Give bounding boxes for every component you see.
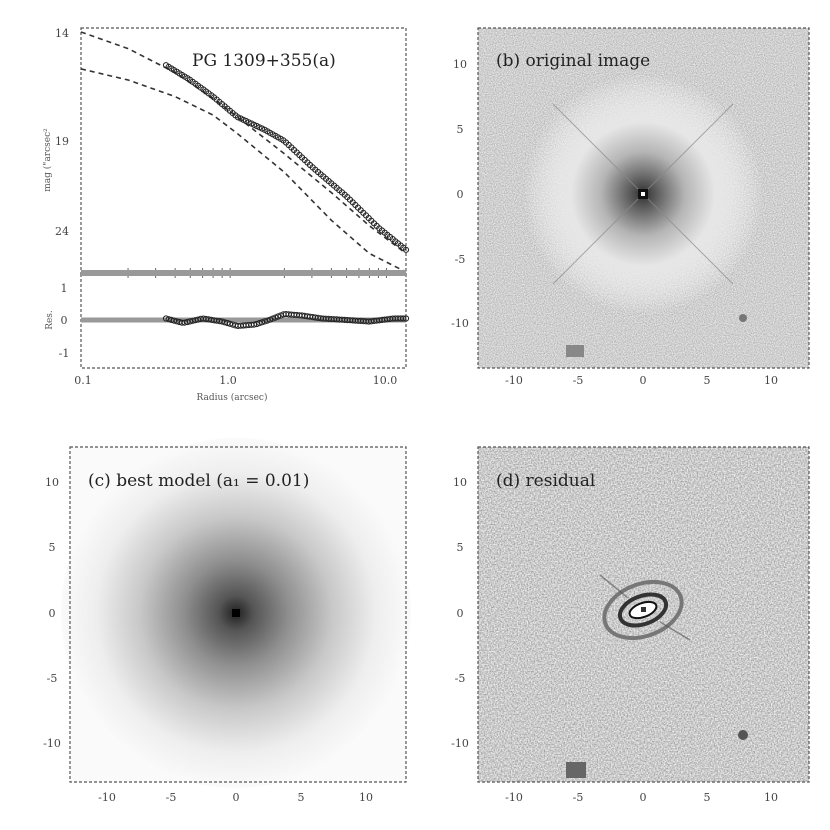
svg-text:-10: -10	[43, 737, 61, 750]
residual-data-point	[261, 318, 268, 325]
residual-ring-outer	[602, 579, 684, 641]
residual-data-point	[162, 315, 170, 322]
svg-text:10: 10	[359, 791, 373, 804]
panel-c-y-ticks: 10 5 0 -5 -10	[43, 476, 61, 750]
svg-text:10: 10	[453, 58, 467, 71]
svg-text:-10: -10	[505, 374, 523, 387]
model-component-line	[80, 31, 407, 255]
model-nucleus	[232, 609, 240, 617]
artifact	[566, 345, 584, 357]
panel-b-title: (b) original image	[496, 51, 650, 71]
svg-text:-5: -5	[573, 374, 584, 387]
residual-data-point	[256, 320, 263, 327]
residual-data-point	[170, 317, 178, 324]
y-tick-14: 14	[55, 27, 69, 40]
star	[739, 314, 747, 322]
svg-text:0: 0	[49, 607, 56, 620]
svg-text:-5: -5	[455, 672, 466, 685]
svg-text:5: 5	[457, 123, 464, 136]
svg-text:10: 10	[453, 476, 467, 489]
x-tick-1.0: 1.0	[219, 374, 237, 387]
residual-plot-area	[162, 311, 410, 329]
svg-text:10: 10	[764, 374, 778, 387]
svg-text:0: 0	[233, 791, 240, 804]
svg-text:5: 5	[704, 374, 711, 387]
svg-text:-10: -10	[505, 791, 523, 804]
panel-a-title: PG 1309+355(a)	[192, 51, 336, 71]
residual-data-point	[218, 318, 226, 325]
x-tick-0.1: 0.1	[74, 374, 92, 387]
residual-data-point	[269, 315, 276, 322]
residual-data-point	[400, 315, 407, 322]
panel-b-x-ticks: -10 -5 0 5 10	[505, 374, 778, 387]
svg-text:0: 0	[640, 791, 647, 804]
profile-plot-area	[80, 31, 410, 278]
res-tick-1: 1	[61, 282, 68, 295]
svg-text:0: 0	[457, 607, 464, 620]
svg-text:-5: -5	[166, 791, 177, 804]
svg-text:5: 5	[49, 541, 56, 554]
res-tick-m1: -1	[59, 347, 70, 360]
panel-d-residual-image: (d) residual 10 5 0 -5 -10 -10 -5 0 5 10	[451, 446, 810, 804]
svg-text:5: 5	[704, 791, 711, 804]
artifact	[566, 762, 586, 778]
residual-y-label: Res.	[45, 310, 55, 330]
svg-text:-5: -5	[47, 672, 58, 685]
panel-a-profile: PG 1309+355(a) mag ("arcsec² 14 19 24 Re…	[42, 27, 410, 403]
svg-text:0: 0	[457, 188, 464, 201]
residual-data-point	[226, 320, 234, 327]
panel-c-title: (c) best model (a₁ = 0.01)	[88, 471, 309, 491]
svg-text:-5: -5	[573, 791, 584, 804]
panel-d-y-ticks: 10 5 0 -5 -10	[451, 476, 469, 750]
y-tick-24: 24	[55, 225, 69, 238]
svg-text:-10: -10	[451, 317, 469, 330]
panel-c-model-image: (c) best model (a₁ = 0.01) 10 5 0 -5 -10…	[43, 438, 411, 804]
y-tick-19: 19	[55, 135, 69, 148]
profile-x-label: Radius (arcsec)	[197, 392, 268, 403]
panel-d-title: (d) residual	[496, 471, 595, 491]
profile-axes	[80, 27, 407, 275]
svg-text:-10: -10	[98, 791, 116, 804]
svg-text:10: 10	[764, 791, 778, 804]
svg-text:0: 0	[640, 374, 647, 387]
svg-text:5: 5	[457, 541, 464, 554]
panel-b-original-image: (b) original image 10 5 0 -5 -10 -10 -5 …	[451, 27, 810, 387]
residual-data-point	[402, 315, 410, 322]
residual-data-point	[258, 319, 266, 326]
profile-y-label: mag ("arcsec²	[42, 128, 53, 192]
res-tick-0: 0	[61, 314, 68, 327]
x-tick-10.0: 10.0	[373, 374, 398, 387]
profile-data-point	[402, 246, 410, 253]
panel-c-x-ticks: -10 -5 0 5 10	[98, 791, 373, 804]
svg-text:5: 5	[298, 791, 305, 804]
residual-data-point	[250, 321, 258, 328]
svg-text:-5: -5	[455, 253, 466, 266]
model-component-line	[80, 68, 407, 273]
residual-data-point	[253, 320, 260, 328]
panel-d-x-ticks: -10 -5 0 5 10	[505, 791, 778, 804]
residual-data-point	[224, 319, 231, 327]
star	[738, 730, 748, 740]
residual-data-point	[264, 317, 271, 324]
svg-text:10: 10	[45, 476, 59, 489]
residual-ring	[617, 592, 669, 628]
residual-data-point	[274, 313, 282, 320]
svg-text:-10: -10	[451, 737, 469, 750]
panel-b-y-ticks: 10 5 0 -5 -10	[451, 58, 469, 330]
